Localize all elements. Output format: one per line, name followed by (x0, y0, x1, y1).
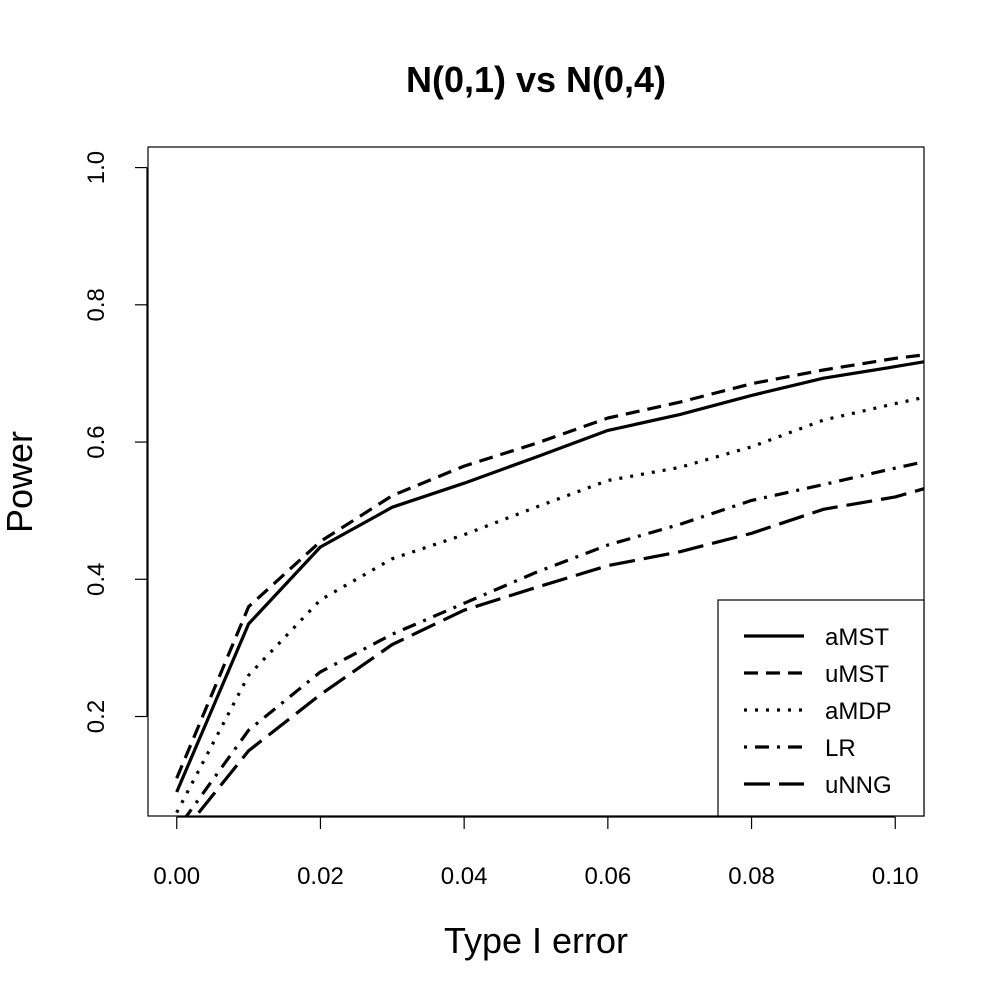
x-tick-label: 0.10 (872, 863, 919, 890)
y-tick-label: 1.0 (83, 151, 110, 184)
legend-label-umst: uMST (825, 661, 889, 688)
legend: aMST uMST aMDP LR uNNG (717, 599, 925, 817)
y-tick-label: 0.8 (83, 288, 110, 321)
y-axis-label: Power (0, 431, 40, 533)
y-axis: 0.2 0.4 0.6 0.8 1.0 (83, 151, 148, 733)
x-axis: 0.00 0.02 0.04 0.06 0.08 0.10 (153, 816, 919, 890)
x-tick-label: 0.06 (584, 863, 631, 890)
series-line-umst (175, 353, 924, 779)
x-tick-label: 0.04 (441, 863, 488, 890)
series-line-amst (175, 360, 924, 793)
x-axis-label: Type I error (444, 920, 628, 961)
series-layer (175, 353, 924, 816)
series-line-lr (184, 460, 924, 816)
chart-title: N(0,1) vs N(0,4) (406, 59, 666, 100)
x-tick-label: 0.02 (297, 863, 344, 890)
legend-label-lr: LR (825, 735, 856, 762)
x-tick-label: 0.00 (153, 863, 200, 890)
legend-label-amdp: aMDP (825, 698, 892, 725)
x-tick-label: 0.08 (728, 863, 775, 890)
legend-label-amst: aMST (825, 624, 889, 651)
series-line-unng (193, 487, 924, 816)
y-tick-label: 0.4 (83, 563, 110, 596)
legend-label-unng: uNNG (825, 772, 892, 799)
plot-frame (147, 146, 925, 817)
y-tick-label: 0.6 (83, 425, 110, 458)
y-tick-label: 0.2 (83, 700, 110, 733)
